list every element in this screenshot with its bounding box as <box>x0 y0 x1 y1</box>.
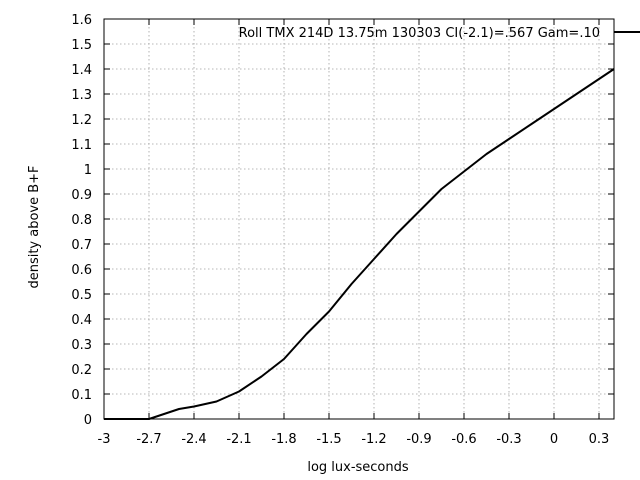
y-tick-label: 0.5 <box>71 288 92 303</box>
x-tick-label: -2.4 <box>181 432 206 447</box>
x-tick-label: -1.5 <box>316 432 341 447</box>
x-tick-label: -0.6 <box>451 432 476 447</box>
y-tick-label: 0.8 <box>71 213 92 228</box>
plot-frame <box>103 18 615 420</box>
x-tick-label: -1.2 <box>361 432 386 447</box>
y-tick-label: 0 <box>84 413 92 428</box>
y-tick-label: 1.2 <box>71 113 92 128</box>
x-tick-label: -1.8 <box>271 432 296 447</box>
data-series <box>104 68 615 420</box>
y-tick-label: 1.1 <box>71 138 92 153</box>
legend: Roll TMX 214D 13.75m 130303 CI(-2.1)=.56… <box>239 26 640 41</box>
y-tick-label: 0.9 <box>71 188 92 203</box>
x-tick-label: 0 <box>550 432 558 447</box>
y-tick-label: 1.4 <box>71 63 92 78</box>
x-tick-label: -0.9 <box>406 432 431 447</box>
y-tick-label: 1.6 <box>71 13 92 28</box>
y-tick-label: 0.2 <box>71 363 92 378</box>
y-tick-labels: 0 0.1 0.2 0.3 0.4 0.5 0.6 0.7 0.8 0.9 1 1.1 1.2 1.3 1.… <box>71 13 92 428</box>
y-tick-label: 0.4 <box>71 313 92 328</box>
y-tick-label: 1 <box>84 163 92 178</box>
y-axis-label: density above B+F <box>27 165 42 288</box>
x-tick-label: -0.3 <box>496 432 521 447</box>
x-tick-label: -2.1 <box>226 432 251 447</box>
x-tick-labels: -3 -2.7 -2.4 -2.1 -1.8 -1.5 -1.2 -0.9 -0.6 -0.3 0 0… <box>98 432 610 447</box>
x-tick-label: -3 <box>98 432 111 447</box>
y-tick-label: 0.7 <box>71 238 92 253</box>
legend-label: Roll TMX 214D 13.75m 130303 CI(-2.1)=.56… <box>239 26 600 41</box>
x-axis-label: log lux-seconds <box>307 460 409 475</box>
y-tick-label: 0.6 <box>71 263 92 278</box>
y-tick-label: 0.1 <box>71 388 92 403</box>
x-tick-label: 0.3 <box>589 432 610 447</box>
grid-lines <box>103 18 614 420</box>
y-tick-label: 1.3 <box>71 88 92 103</box>
y-tick-label: 0.3 <box>71 338 92 353</box>
x-tick-label: -2.7 <box>136 432 161 447</box>
y-tick-label: 1.5 <box>71 38 92 53</box>
series-line <box>104 68 615 420</box>
